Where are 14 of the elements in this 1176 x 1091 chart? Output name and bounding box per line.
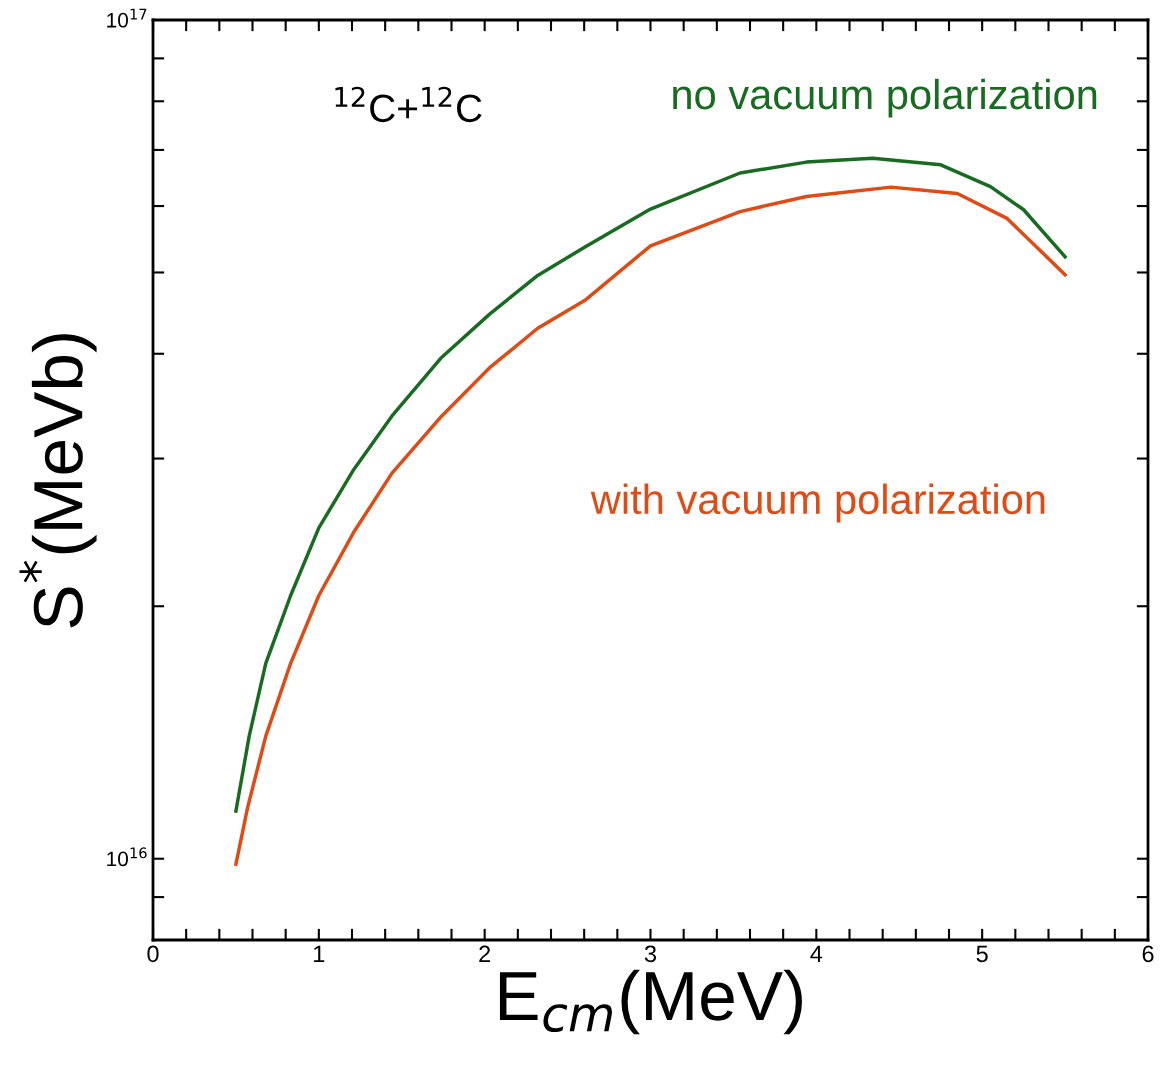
- x-tick-label: 3: [644, 945, 657, 963]
- series-label: no vacuum polarization: [673, 78, 1097, 118]
- y-axis-title: S$^{*}$(MeVb): [19, 334, 97, 628]
- x-tick-label: 5: [976, 945, 988, 963]
- x-tick-label: 6: [1142, 945, 1154, 963]
- x-tick-label: 1: [314, 945, 325, 962]
- text: with vacuum polarization: [590, 483, 1045, 523]
- annotation: $^{12}$C+$^{12}$C: [335, 86, 482, 123]
- x-tick-label: 0: [147, 945, 159, 963]
- x-tick-label: 4: [810, 945, 823, 962]
- y-tick-label: 10$^{16}$: [107, 847, 147, 867]
- x-axis-title: E$_{cm}$(MeV): [499, 969, 802, 1035]
- y-tick-label: 10$^{17}$: [107, 8, 147, 28]
- x-tick-label: 2: [479, 945, 491, 962]
